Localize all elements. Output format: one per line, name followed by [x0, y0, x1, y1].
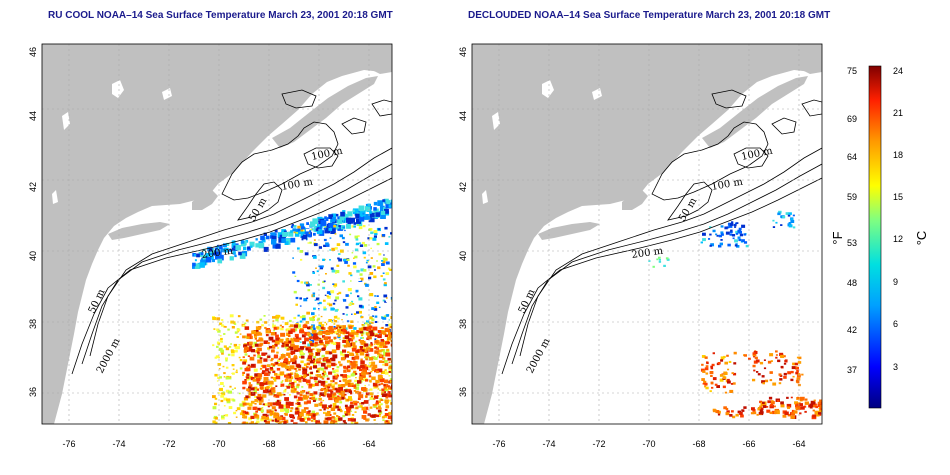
lat-tick-label: 38	[28, 319, 38, 329]
colorbar-fahrenheit-ticks: 75 69 64 59 53 48 42 37	[847, 66, 857, 375]
colorbar-celsius-ticks: 24 21 18 15 12 9 6 3	[893, 66, 903, 372]
lat-tick-label: 36	[28, 387, 38, 397]
celsius-tick-label: 24	[893, 66, 903, 76]
left-map-title: RU COOL NOAA–14 Sea Surface Temperature …	[48, 10, 393, 21]
right-lat-axis: 46 44 42 40 38 36	[458, 47, 468, 397]
celsius-tick-label: 15	[893, 192, 903, 202]
left-lat-axis: 46 44 42 40 38 36	[28, 47, 38, 397]
lat-tick-label: 44	[28, 111, 38, 121]
lat-tick-label: 42	[28, 182, 38, 192]
lat-tick-label: 36	[458, 387, 468, 397]
lon-tick-label: -66	[312, 439, 325, 449]
left-sst-field	[192, 198, 392, 424]
colorbar-gradient	[868, 65, 882, 409]
lon-tick-label: -72	[592, 439, 605, 449]
lat-tick-label: 42	[458, 182, 468, 192]
lat-tick-label: 46	[458, 47, 468, 57]
lon-tick-label: -70	[642, 439, 655, 449]
lon-tick-label: -68	[262, 439, 275, 449]
lat-tick-label: 40	[28, 251, 38, 261]
lat-tick-label: 38	[458, 319, 468, 329]
lon-tick-label: -64	[792, 439, 805, 449]
fahrenheit-tick-label: 59	[847, 192, 857, 202]
right-sst-field	[648, 210, 822, 420]
fahrenheit-tick-label: 69	[847, 114, 857, 124]
lon-tick-label: -68	[692, 439, 705, 449]
lat-tick-label: 40	[458, 251, 468, 261]
fahrenheit-tick-label: 53	[847, 238, 857, 248]
lon-tick-label: -76	[492, 439, 505, 449]
right-map: 100 m 100 m 50 m 200 m 50 m 2000 m	[471, 43, 823, 425]
lon-tick-label: -74	[542, 439, 555, 449]
right-lon-axis: -76 -74 -72 -70 -68 -66 -64	[492, 439, 805, 449]
celsius-unit-label: °C	[914, 231, 929, 246]
right-map-title: DECLOUDED NOAA–14 Sea Surface Temperatur…	[468, 10, 831, 21]
lon-tick-label: -76	[62, 439, 75, 449]
celsius-tick-label: 6	[893, 319, 898, 329]
lon-tick-label: -74	[112, 439, 125, 449]
lat-tick-label: 46	[28, 47, 38, 57]
contour-label: 200 m	[631, 246, 664, 261]
fahrenheit-tick-label: 75	[847, 66, 857, 76]
lon-tick-label: -66	[742, 439, 755, 449]
celsius-tick-label: 21	[893, 108, 903, 118]
celsius-tick-label: 3	[893, 362, 898, 372]
fahrenheit-tick-label: 42	[847, 325, 857, 335]
fahrenheit-tick-label: 64	[847, 152, 857, 162]
celsius-tick-label: 12	[893, 234, 903, 244]
fahrenheit-tick-label: 48	[847, 278, 857, 288]
left-lon-axis: -76 -74 -72 -70 -68 -66 -64	[62, 439, 375, 449]
fahrenheit-tick-label: 37	[847, 365, 857, 375]
lon-tick-label: -64	[362, 439, 375, 449]
colorbar: 75 69 64 59 53 48 42 37 24 21 18 15 12 9…	[830, 65, 929, 409]
left-map: 100 m 100 m 50 m 200 m 50 m 2000 m	[41, 43, 393, 425]
celsius-tick-label: 18	[893, 150, 903, 160]
lon-tick-label: -72	[162, 439, 175, 449]
contour-label: 200 m	[201, 246, 234, 261]
celsius-tick-label: 9	[893, 277, 898, 287]
lat-tick-label: 44	[458, 111, 468, 121]
fahrenheit-unit-label: °F	[830, 231, 845, 244]
lon-tick-label: -70	[212, 439, 225, 449]
